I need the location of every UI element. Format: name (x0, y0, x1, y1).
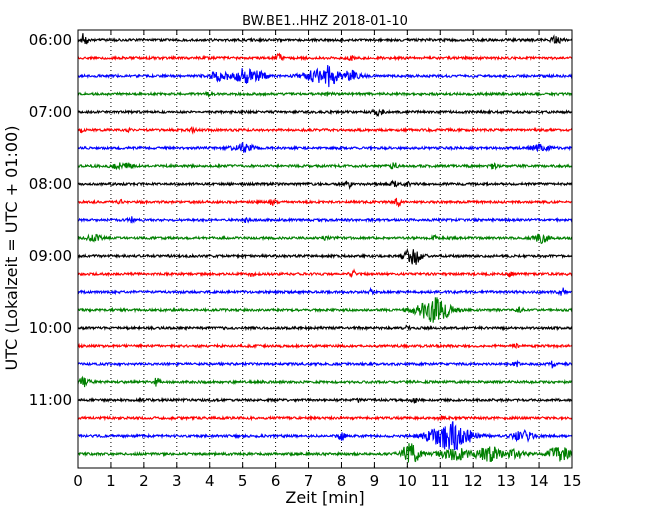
trace-0830 (77, 216, 573, 224)
trace-1145 (77, 443, 573, 463)
x-tick-label: 5 (238, 472, 248, 490)
trace-0815 (77, 197, 573, 208)
x-tick-label: 10 (398, 472, 417, 490)
y-axis-label: UTC (Lokalzeit = UTC + 01:00) (2, 126, 21, 371)
x-tick-label: 6 (271, 472, 281, 490)
x-tick-label: 12 (464, 472, 483, 490)
trace-0745 (77, 161, 573, 171)
trace-1045 (77, 375, 573, 388)
trace-0600 (77, 33, 573, 45)
trace-1130 (77, 421, 573, 451)
chart-title: BW.BE1..HHZ 2018-01-10 (242, 14, 408, 29)
x-axis-ticks: 0 1 2 3 4 5 6 7 8 9 10 11 12 13 14 15 (73, 30, 582, 490)
y-tick-label: 08:00 (29, 175, 72, 193)
y-tick-label: 09:00 (29, 247, 72, 265)
x-tick-label: 13 (497, 472, 516, 490)
trace-0915 (77, 268, 573, 279)
trace-1030 (77, 359, 573, 369)
x-axis-label: Zeit [min] (285, 488, 364, 507)
x-tick-label: 1 (106, 472, 116, 490)
trace-0900 (77, 247, 573, 265)
x-tick-label: 9 (370, 472, 380, 490)
x-tick-label: 0 (73, 472, 83, 490)
trace-0945 (77, 297, 573, 323)
x-tick-label: 2 (139, 472, 149, 490)
trace-1115 (77, 414, 573, 422)
trace-0700 (77, 108, 573, 117)
y-tick-label: 10:00 (29, 319, 72, 337)
x-tick-label: 15 (562, 472, 581, 490)
trace-0730 (77, 141, 573, 153)
x-tick-label: 11 (431, 472, 450, 490)
plot-frame (77, 29, 573, 469)
x-tick-label: 14 (530, 472, 549, 490)
traces-group (77, 33, 573, 463)
x-tick-label: 8 (337, 472, 347, 490)
trace-0845 (77, 233, 573, 245)
trace-1000 (77, 324, 573, 332)
x-tick-label: 3 (172, 472, 182, 490)
y-tick-label: 07:00 (29, 103, 72, 121)
trace-0630 (77, 65, 573, 88)
x-tick-label: 4 (205, 472, 215, 490)
y-tick-label: 11:00 (29, 391, 72, 409)
y-tick-label: 06:00 (29, 31, 72, 49)
trace-0615 (77, 52, 573, 62)
trace-0800 (77, 179, 573, 190)
trace-0645 (77, 90, 573, 98)
trace-0930 (77, 286, 573, 296)
x-tick-label: 7 (304, 472, 314, 490)
y-axis-ticks: 06:00 07:00 08:00 09:00 10:00 11:00 (29, 31, 572, 409)
trace-1100 (77, 396, 573, 404)
trace-1015 (78, 342, 573, 350)
trace-0715 (77, 126, 573, 135)
